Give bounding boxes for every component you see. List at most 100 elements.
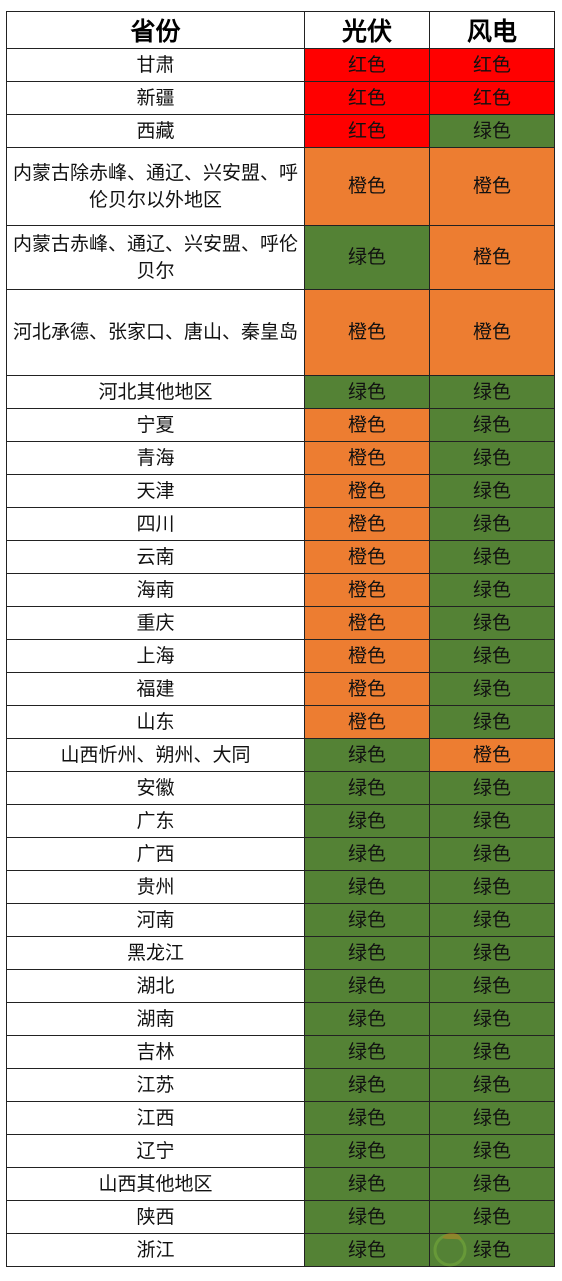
pv-status-cell: 橙色 [304, 639, 430, 673]
table-row: 重庆 橙色 绿色 [6, 606, 555, 640]
wind-status-cell: 绿色 [429, 408, 555, 442]
province-cell: 天津 [6, 474, 305, 508]
pv-status-cell: 橙色 [304, 705, 430, 739]
table-row: 广东 绿色 绿色 [6, 804, 555, 838]
pv-status-cell: 红色 [304, 81, 430, 115]
table-row: 河北其他地区 绿色 绿色 [6, 375, 555, 409]
province-cell: 宁夏 [6, 408, 305, 442]
table-row: 宁夏 橙色 绿色 [6, 408, 555, 442]
table-row: 内蒙古赤峰、通辽、兴安盟、呼伦贝尔 绿色 橙色 [6, 225, 555, 290]
warning-level-table: 省份 光伏 风电 甘肃 红色 红色 新疆 红色 红色 西藏 红色 绿色 内蒙古除赤峰、通辽、兴安盟… [6, 11, 555, 1267]
wind-status-cell: 绿色 [429, 1200, 555, 1234]
province-cell: 四川 [6, 507, 305, 541]
wind-status-cell: 绿色 [429, 375, 555, 409]
wind-status-cell: 绿色 [429, 474, 555, 508]
province-cell: 山东 [6, 705, 305, 739]
pv-status-cell: 绿色 [304, 804, 430, 838]
table-row: 山西忻州、朔州、大同 绿色 橙色 [6, 738, 555, 772]
wind-status-cell: 绿色 [429, 870, 555, 904]
wind-status-cell: 绿色 [429, 837, 555, 871]
province-cell: 湖南 [6, 1002, 305, 1036]
wind-status-cell: 绿色 [429, 672, 555, 706]
province-cell: 上海 [6, 639, 305, 673]
wind-status-cell: 绿色 [429, 705, 555, 739]
wind-status-cell: 橙色 [429, 147, 555, 226]
wind-status-cell: 绿色 [429, 1035, 555, 1069]
table-header: 省份 光伏 风电 [6, 11, 555, 49]
table-row: 上海 橙色 绿色 [6, 639, 555, 673]
table-row: 河南 绿色 绿色 [6, 903, 555, 937]
pv-status-cell: 橙色 [304, 573, 430, 607]
province-cell: 山西其他地区 [6, 1167, 305, 1201]
wind-status-cell: 绿色 [429, 1134, 555, 1168]
wind-status-cell: 绿色 [429, 507, 555, 541]
table-row: 海南 橙色 绿色 [6, 573, 555, 607]
table-row: 辽宁 绿色 绿色 [6, 1134, 555, 1168]
province-cell: 江苏 [6, 1068, 305, 1102]
wind-status-cell: 绿色 [429, 903, 555, 937]
pv-status-cell: 绿色 [304, 375, 430, 409]
table-row: 浙江 绿色 绿色 [6, 1233, 555, 1267]
pv-status-cell: 绿色 [304, 1101, 430, 1135]
province-cell: 甘肃 [6, 48, 305, 82]
pv-status-cell: 绿色 [304, 1068, 430, 1102]
pv-status-cell: 绿色 [304, 738, 430, 772]
province-cell: 内蒙古除赤峰、通辽、兴安盟、呼伦贝尔以外地区 [6, 147, 305, 226]
pv-status-cell: 绿色 [304, 1002, 430, 1036]
province-cell: 河北其他地区 [6, 375, 305, 409]
table-row: 河北承德、张家口、唐山、秦皇岛 橙色 橙色 [6, 289, 555, 376]
pv-status-cell: 绿色 [304, 1035, 430, 1069]
pv-status-cell: 绿色 [304, 969, 430, 1003]
table-row: 贵州 绿色 绿色 [6, 870, 555, 904]
table-row: 新疆 红色 红色 [6, 81, 555, 115]
wind-status-cell: 橙色 [429, 738, 555, 772]
table-row: 甘肃 红色 红色 [6, 48, 555, 82]
table-row: 山西其他地区 绿色 绿色 [6, 1167, 555, 1201]
province-cell: 浙江 [6, 1233, 305, 1267]
wind-status-cell: 绿色 [429, 936, 555, 970]
header-photovoltaic: 光伏 [304, 11, 430, 49]
pv-status-cell: 橙色 [304, 540, 430, 574]
table-row: 广西 绿色 绿色 [6, 837, 555, 871]
table-row: 黑龙江 绿色 绿色 [6, 936, 555, 970]
province-cell: 湖北 [6, 969, 305, 1003]
pv-status-cell: 绿色 [304, 1200, 430, 1234]
pv-status-cell: 橙色 [304, 147, 430, 226]
table-row: 天津 橙色 绿色 [6, 474, 555, 508]
province-cell: 广东 [6, 804, 305, 838]
wind-status-cell: 绿色 [429, 540, 555, 574]
table-row: 湖南 绿色 绿色 [6, 1002, 555, 1036]
wind-status-cell: 红色 [429, 81, 555, 115]
wind-status-cell: 橙色 [429, 289, 555, 376]
province-cell: 新疆 [6, 81, 305, 115]
pv-status-cell: 橙色 [304, 474, 430, 508]
wind-status-cell: 绿色 [429, 1101, 555, 1135]
table-body: 甘肃 红色 红色 新疆 红色 红色 西藏 红色 绿色 内蒙古除赤峰、通辽、兴安盟、呼伦贝尔以外地区… [6, 48, 555, 1267]
province-cell: 山西忻州、朔州、大同 [6, 738, 305, 772]
wind-status-cell: 绿色 [429, 114, 555, 148]
table-row: 青海 橙色 绿色 [6, 441, 555, 475]
province-cell: 吉林 [6, 1035, 305, 1069]
province-cell: 安徽 [6, 771, 305, 805]
wind-status-cell: 绿色 [429, 771, 555, 805]
wind-status-cell: 绿色 [429, 969, 555, 1003]
pv-status-cell: 红色 [304, 114, 430, 148]
province-cell: 内蒙古赤峰、通辽、兴安盟、呼伦贝尔 [6, 225, 305, 290]
pv-status-cell: 绿色 [304, 903, 430, 937]
pv-status-cell: 绿色 [304, 225, 430, 290]
province-cell: 河北承德、张家口、唐山、秦皇岛 [6, 289, 305, 376]
table-row: 四川 橙色 绿色 [6, 507, 555, 541]
wind-status-cell: 绿色 [429, 573, 555, 607]
province-cell: 河南 [6, 903, 305, 937]
province-cell: 黑龙江 [6, 936, 305, 970]
pv-status-cell: 绿色 [304, 837, 430, 871]
province-cell: 福建 [6, 672, 305, 706]
wind-status-cell: 红色 [429, 48, 555, 82]
pv-status-cell: 绿色 [304, 1134, 430, 1168]
wind-status-cell: 绿色 [429, 804, 555, 838]
province-cell: 青海 [6, 441, 305, 475]
pv-status-cell: 绿色 [304, 771, 430, 805]
pv-status-cell: 橙色 [304, 606, 430, 640]
province-cell: 广西 [6, 837, 305, 871]
header-province: 省份 [6, 11, 305, 49]
